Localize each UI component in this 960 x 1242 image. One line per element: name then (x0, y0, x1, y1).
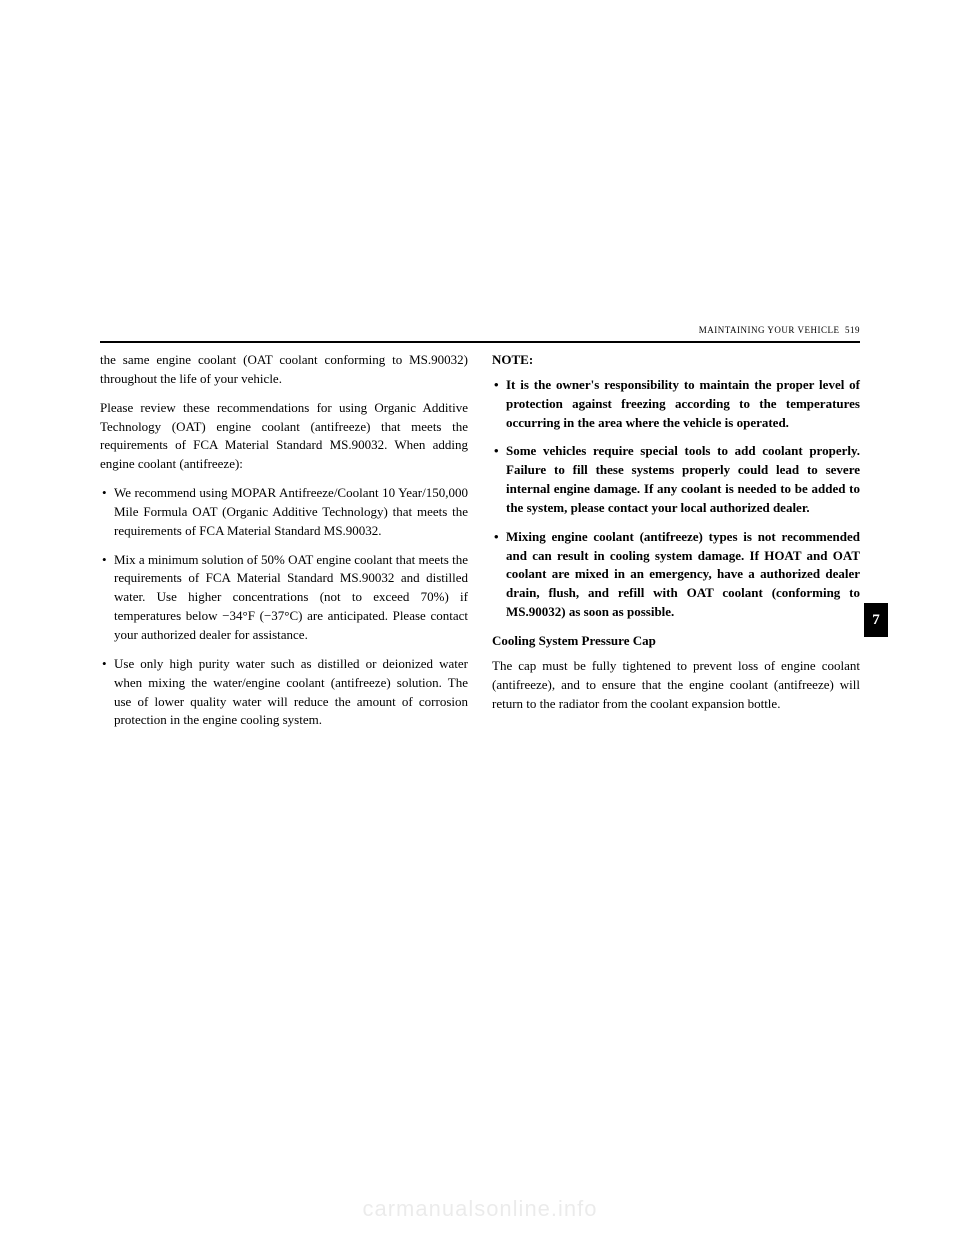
note-bullets: It is the owner's responsibility to main… (492, 376, 860, 622)
note-label: NOTE: (492, 351, 860, 370)
subtext: The cap must be fully tightened to preve… (492, 657, 860, 714)
left-bullet-3: Use only high purity water such as disti… (100, 655, 468, 730)
subheading: Cooling System Pressure Cap (492, 632, 860, 651)
note-bullet-3: Mixing engine coolant (antifreeze) types… (492, 528, 860, 622)
chapter-tab: 7 (864, 603, 888, 637)
header-page: 519 (845, 325, 860, 335)
left-intro-2: Please review these recommendations for … (100, 399, 468, 474)
left-intro-1: the same engine coolant (OAT coolant con… (100, 351, 468, 389)
left-bullet-1: We recommend using MOPAR Antifreeze/Cool… (100, 484, 468, 541)
right-column: NOTE: It is the owner's responsibility t… (492, 351, 860, 740)
left-bullet-2: Mix a minimum solution of 50% OAT engine… (100, 551, 468, 645)
note-bullet-1: It is the owner's responsibility to main… (492, 376, 860, 433)
header-text: MAINTAINING YOUR VEHICLE 519 (699, 325, 860, 335)
header-rule: MAINTAINING YOUR VEHICLE 519 (100, 341, 860, 343)
left-column: the same engine coolant (OAT coolant con… (100, 351, 468, 740)
note-bullet-2: Some vehicles require special tools to a… (492, 442, 860, 517)
header-section: MAINTAINING YOUR VEHICLE (699, 325, 840, 335)
page-container: MAINTAINING YOUR VEHICLE 519 the same en… (100, 341, 860, 901)
watermark: carmanualsonline.info (362, 1196, 597, 1222)
left-bullets: We recommend using MOPAR Antifreeze/Cool… (100, 484, 468, 730)
content-columns: the same engine coolant (OAT coolant con… (100, 351, 860, 740)
